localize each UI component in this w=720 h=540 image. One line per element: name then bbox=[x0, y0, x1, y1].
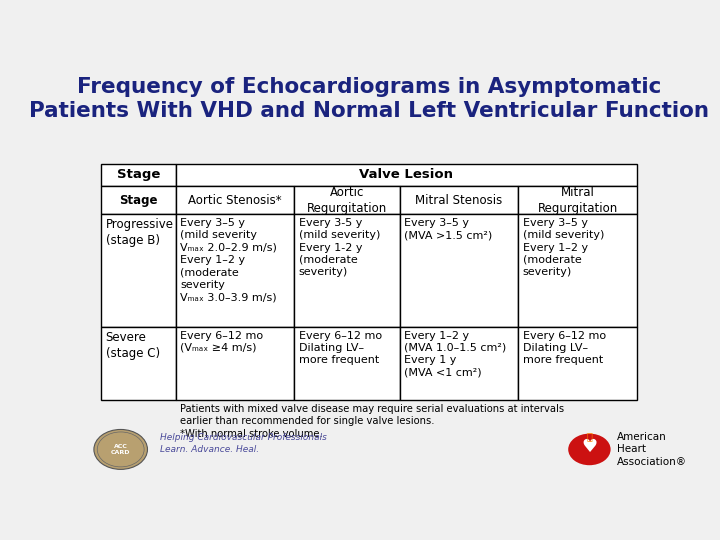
Bar bbox=[101, 327, 176, 400]
Bar bbox=[176, 327, 294, 400]
Text: Helping Cardiovascular Professionals
Learn. Advance. Heal.: Helping Cardiovascular Professionals Lea… bbox=[160, 433, 327, 454]
Bar bbox=[518, 327, 637, 400]
Text: Every 3–5 y
(MVA >1.5 cm²): Every 3–5 y (MVA >1.5 cm²) bbox=[404, 218, 492, 240]
Bar bbox=[400, 214, 518, 327]
Text: Every 6–12 mo
Dilating LV–
more frequent: Every 6–12 mo Dilating LV– more frequent bbox=[523, 330, 606, 366]
Text: Every 6–12 mo
(Vₘₐₓ ≥4 m/s): Every 6–12 mo (Vₘₐₓ ≥4 m/s) bbox=[180, 330, 264, 353]
Text: Aortic Stenosis*: Aortic Stenosis* bbox=[188, 194, 282, 207]
Circle shape bbox=[94, 429, 148, 469]
Text: Frequency of Echocardiograms in Asymptomatic
Patients With VHD and Normal Left V: Frequency of Echocardiograms in Asymptom… bbox=[29, 77, 709, 122]
Text: Valve Lesion: Valve Lesion bbox=[359, 168, 454, 181]
Bar bbox=[176, 164, 637, 186]
Text: ACC
CARD: ACC CARD bbox=[111, 444, 130, 455]
Bar bbox=[294, 214, 400, 327]
Text: Stage: Stage bbox=[117, 168, 160, 181]
Bar bbox=[400, 186, 518, 214]
Text: Stage: Stage bbox=[120, 194, 158, 207]
Text: Mitral Stenosis: Mitral Stenosis bbox=[415, 194, 503, 207]
Text: Severe
(stage C): Severe (stage C) bbox=[106, 330, 160, 360]
Text: Aortic
Regurgitation: Aortic Regurgitation bbox=[307, 186, 387, 215]
Bar bbox=[518, 214, 637, 327]
Text: Every 3-5 y
(mild severity)
Every 1-2 y
(moderate
severity): Every 3-5 y (mild severity) Every 1-2 y … bbox=[299, 218, 380, 278]
Bar bbox=[176, 186, 294, 214]
Bar bbox=[294, 186, 400, 214]
Bar bbox=[400, 327, 518, 400]
Bar bbox=[101, 214, 176, 327]
Text: 🔥: 🔥 bbox=[587, 431, 593, 442]
Text: Every 3–5 y
(mild severity
Vₘₐₓ 2.0–2.9 m/s)
Every 1–2 y
(moderate
severity
Vₘₐₓ: Every 3–5 y (mild severity Vₘₐₓ 2.0–2.9 … bbox=[180, 218, 277, 302]
Text: Progressive
(stage B): Progressive (stage B) bbox=[106, 218, 174, 247]
Bar bbox=[518, 186, 637, 214]
Bar bbox=[101, 186, 176, 214]
Text: Patients with mixed valve disease may require serial evaluations at intervals
ea: Patients with mixed valve disease may re… bbox=[180, 404, 564, 439]
Text: ♥: ♥ bbox=[581, 438, 598, 456]
Text: Every 3–5 y
(mild severity)
Every 1–2 y
(moderate
severity): Every 3–5 y (mild severity) Every 1–2 y … bbox=[523, 218, 604, 278]
Circle shape bbox=[568, 434, 611, 465]
Bar bbox=[294, 327, 400, 400]
Bar bbox=[101, 164, 176, 186]
Text: Every 6–12 mo
Dilating LV–
more frequent: Every 6–12 mo Dilating LV– more frequent bbox=[299, 330, 382, 366]
Text: Every 1–2 y
(MVA 1.0–1.5 cm²)
Every 1 y
(MVA <1 cm²): Every 1–2 y (MVA 1.0–1.5 cm²) Every 1 y … bbox=[404, 330, 506, 378]
Bar bbox=[176, 214, 294, 327]
Text: Mitral
Regurgitation: Mitral Regurgitation bbox=[537, 186, 618, 215]
Text: American
Heart
Association®: American Heart Association® bbox=[617, 432, 688, 467]
